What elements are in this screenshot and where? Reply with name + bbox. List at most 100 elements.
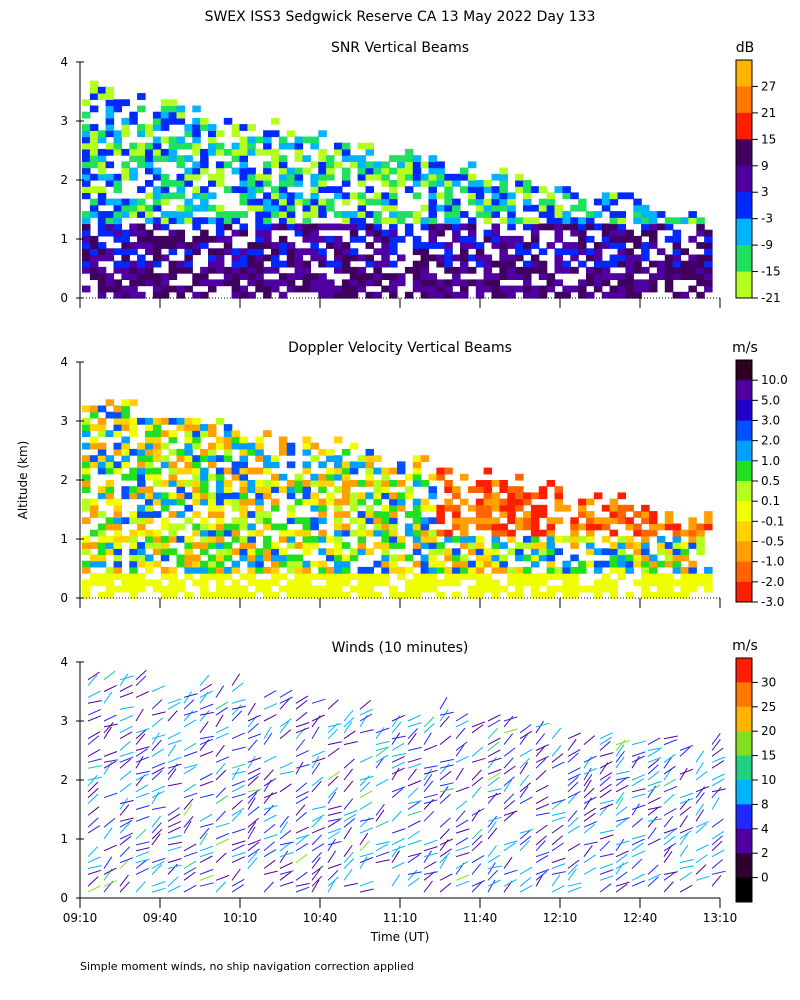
field-cell (255, 436, 264, 444)
field-cell (278, 155, 288, 162)
field-cell (310, 192, 319, 200)
field-cell (105, 455, 115, 462)
field-cell (113, 186, 122, 193)
field-cell (286, 285, 296, 293)
field-cell (121, 535, 130, 543)
wind-barb (679, 884, 693, 893)
wind-barb (423, 732, 432, 745)
field-cell (145, 167, 154, 175)
wind-barb (679, 815, 689, 828)
field-cell (239, 254, 248, 262)
wind-barb (247, 757, 262, 763)
field-cell (318, 273, 327, 280)
field-cell (105, 148, 115, 156)
field-cell (491, 260, 500, 268)
wind-barb (711, 859, 724, 869)
wind-barb (87, 731, 101, 740)
field-cell (215, 417, 225, 425)
wind-barb (343, 730, 356, 740)
wind-barb (679, 768, 694, 775)
field-cell (381, 542, 390, 549)
field-cell (452, 591, 461, 599)
field-cell (176, 266, 185, 274)
field-cell (129, 591, 138, 599)
field-cell (239, 548, 248, 556)
field-cell (145, 455, 154, 462)
field-cell (223, 442, 233, 450)
field-cell (491, 517, 500, 525)
wind-barb (615, 750, 625, 763)
y-axis-label: Altitude (km) (16, 441, 30, 520)
field-cell (562, 285, 571, 293)
wind-barb (311, 865, 324, 875)
field-cell (239, 198, 248, 206)
field-cell (460, 223, 469, 231)
wind-barb (551, 885, 565, 893)
field-cell (680, 291, 689, 299)
wind-barb (519, 828, 534, 834)
field-cell (105, 591, 115, 599)
field-cell (704, 517, 713, 525)
field-cell (617, 560, 626, 568)
field-cell (121, 405, 130, 413)
field-cell (105, 480, 115, 487)
field-cell (129, 266, 138, 274)
field-cell (467, 235, 477, 243)
field-cell (97, 136, 107, 144)
field-cell (688, 535, 697, 543)
field-cell (507, 198, 516, 206)
field-cell (82, 260, 91, 268)
wind-barb (151, 857, 166, 864)
field-cell (97, 229, 107, 237)
wind-barb (199, 868, 214, 875)
field-cell (428, 566, 437, 574)
field-cell (176, 498, 185, 506)
wind-barb (295, 750, 309, 757)
wind-barb (119, 691, 134, 698)
wind-barb (599, 732, 613, 740)
field-cell (318, 560, 327, 568)
wind-barb (615, 770, 630, 775)
field-cell (349, 217, 359, 225)
field-cell (341, 211, 351, 218)
wind-barb (615, 777, 628, 787)
field-cell (302, 467, 311, 475)
wind-barb (551, 871, 566, 875)
wind-barb (295, 700, 308, 710)
wind-barb (519, 829, 532, 840)
field-cell (278, 142, 288, 150)
field-cell (271, 554, 280, 562)
field-cell (89, 455, 99, 462)
field-cell (294, 266, 304, 274)
field-cell (263, 523, 272, 531)
field-cell (200, 161, 209, 169)
field-cell (208, 424, 217, 431)
field-cell (184, 198, 193, 206)
field-cell (294, 579, 304, 587)
field-cell (452, 523, 461, 531)
field-cell (302, 461, 311, 469)
field-cell (601, 517, 611, 525)
field-cell (176, 448, 185, 456)
field-cell (499, 511, 508, 518)
field-cell (113, 260, 122, 268)
field-cell (247, 273, 256, 280)
field-cell (137, 291, 146, 299)
field-cell (310, 242, 319, 249)
wind-barb (343, 758, 355, 769)
field-cell (231, 442, 241, 450)
field-cell (278, 291, 288, 299)
field-cell (420, 248, 430, 256)
wind-barb (135, 756, 150, 763)
field-cell (507, 535, 516, 543)
field-cell (341, 285, 351, 293)
field-cell (672, 542, 682, 549)
field-cell (601, 504, 611, 512)
wind-barb (487, 788, 502, 793)
field-cell (334, 498, 343, 506)
field-cell (82, 142, 91, 150)
field-cell (412, 591, 422, 599)
field-cell (129, 579, 138, 587)
field-cell (129, 566, 138, 574)
